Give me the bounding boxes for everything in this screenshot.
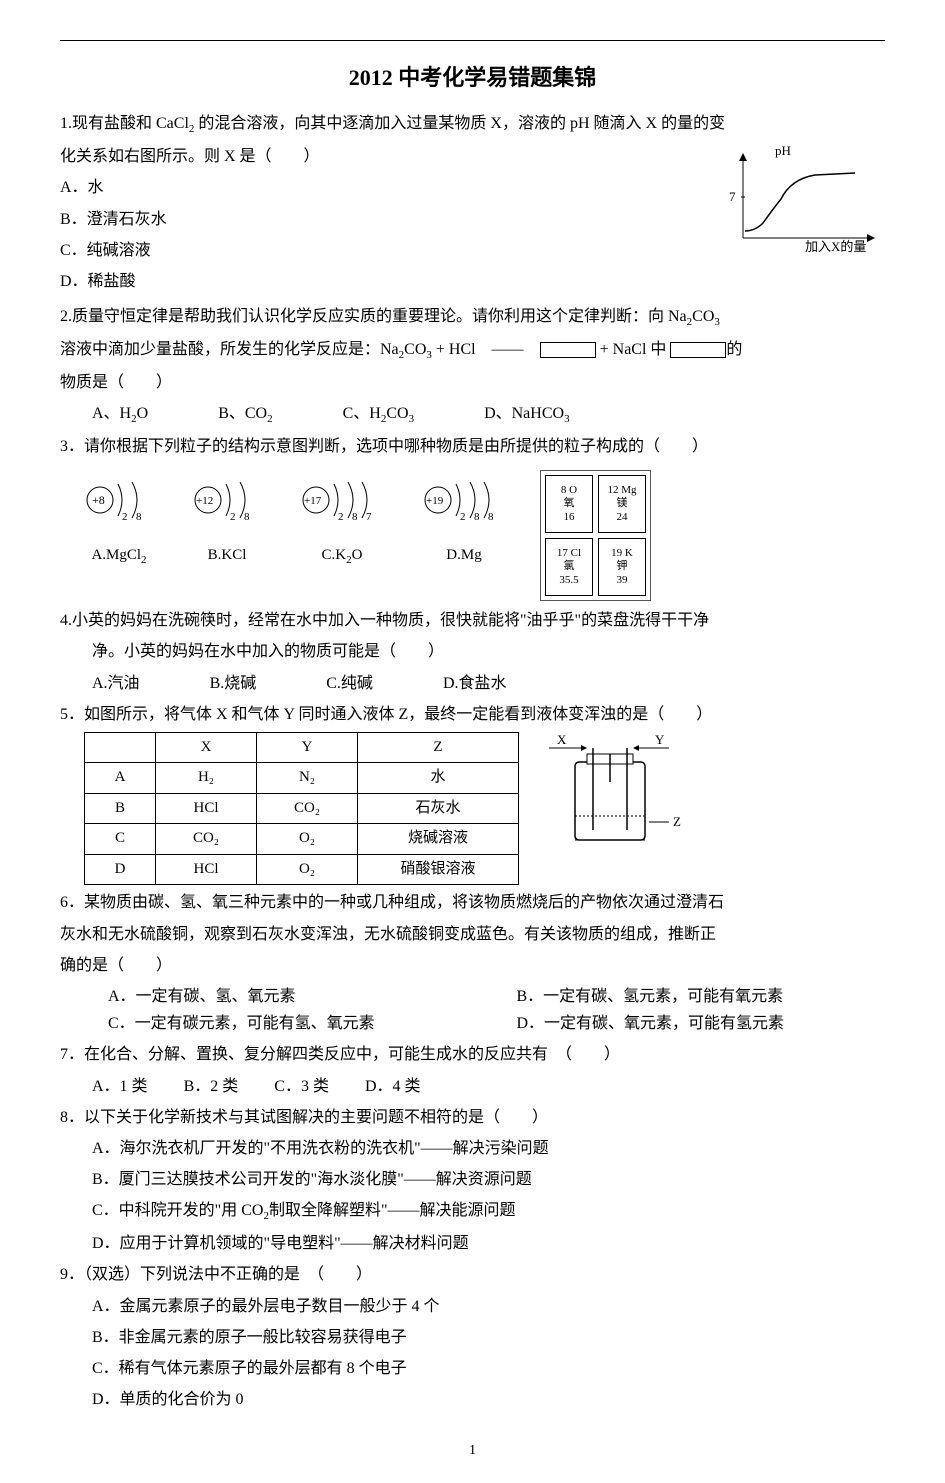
q4-optC: C.纯碱 — [326, 670, 373, 697]
svg-text:+8: +8 — [92, 493, 105, 507]
q2-optA: A、H — [92, 405, 131, 422]
q9-optD: D．单质的化合价为 0 — [60, 1386, 885, 1413]
svg-text:+19: +19 — [426, 495, 444, 507]
q4-optA: A.汽油 — [92, 670, 140, 697]
q2-optD: D、NaHCO — [484, 405, 564, 422]
atom-1: +8 2 8 A.MgCl2 — [80, 470, 158, 570]
svg-text:8: 8 — [244, 511, 250, 523]
svg-text:2: 2 — [338, 511, 344, 523]
q2-optC: C、H — [343, 405, 381, 422]
q6-optD: D．一定有碳、氧元素，可能有氢元素 — [517, 1010, 886, 1037]
q8-optC: C．中科院开发的"用 CO2制取全降解塑料"——解决能源问题 — [60, 1197, 885, 1226]
q1-stem: 1.现有盐酸和 CaCl2 的混合溶液，向其中逐滴加入过量某物质 X，溶液的 p… — [60, 110, 885, 139]
q8-optB: B．厦门三达膜技术公司开发的"海水淡化膜"——解决资源问题 — [60, 1166, 885, 1193]
graph-ylabel: pH — [775, 143, 791, 158]
q1-stem-a: 1.现有盐酸和 CaCl — [60, 115, 189, 132]
blank-box-1 — [540, 342, 596, 358]
q4-optB: B.烧碱 — [210, 670, 257, 697]
q5-table: X Y Z AH₂N₂水 BHClCO₂石灰水 CCO₂O₂烧碱溶液 DHClO… — [84, 732, 519, 886]
svg-text:+12: +12 — [196, 495, 213, 507]
atom-4: +19 2 8 8 D.Mg — [418, 470, 510, 569]
q8-optA: A．海尔洗衣机厂开发的"不用洗衣粉的洗衣机"——解决污染问题 — [60, 1135, 885, 1162]
q1-stem-b: 的混合溶液，向其中逐滴加入过量某物质 X，溶液的 pH 随滴入 X 的量的变 — [198, 115, 725, 132]
graph-yline: 7 — [729, 189, 736, 204]
q2-l1b: CO — [692, 308, 714, 325]
q1-optD: D．稀盐酸 — [60, 268, 885, 295]
q5-diagram: X Y Z — [537, 732, 687, 862]
q7-stem: 7．在化合、分解、置换、复分解四类反应中，可能生成水的反应共有 （ ） — [60, 1041, 885, 1068]
svg-text:Z: Z — [673, 814, 681, 829]
graph-xlabel: 加入X的量 — [805, 239, 866, 253]
svg-text:X: X — [557, 732, 567, 747]
q4-l1: 4.小英的妈妈在洗碗筷时，经常在水中加入一种物质，很快就能将"油乎乎"的菜盘洗得… — [60, 607, 885, 634]
q9-optA: A．金属元素原子的最外层电子数目一般少于 4 个 — [60, 1293, 885, 1320]
q2-l2d: + NaCl 中 — [600, 341, 667, 358]
q2-l2e: 的 — [726, 341, 742, 358]
svg-text:8: 8 — [474, 511, 480, 523]
svg-text:Y: Y — [655, 732, 665, 747]
q5-stem: 5．如图所示，将气体 X 和气体 Y 同时通入液体 Z，最终一定能看到液体变浑浊… — [60, 701, 885, 728]
svg-text:8: 8 — [136, 511, 142, 523]
page-title: 2012 中考化学易错题集锦 — [60, 59, 885, 96]
q6-l3: 确的是（ ） — [60, 952, 885, 979]
q4-optD: D.食盐水 — [443, 670, 507, 697]
q6-optB: B．一定有碳、氢元素，可能有氧元素 — [517, 983, 886, 1010]
sub-2: 2 — [189, 124, 195, 136]
q8-optD: D．应用于计算机领域的"导电塑料"——解决材料问题 — [60, 1230, 885, 1257]
q2-l1a: 2.质量守恒定律是帮助我们认识化学反应实质的重要理论。请你利用这个定律判断：向 … — [60, 308, 687, 325]
q6-l1: 6．某物质由碳、氢、氧三种元素中的一种或几种组成，将该物质燃烧后的产物依次通过澄… — [60, 889, 885, 916]
q3-stem: 3．请你根据下列粒子的结构示意图判断，选项中哪种物质是由所提供的粒子构成的（ ） — [60, 433, 885, 460]
q2-l2b: CO — [404, 341, 426, 358]
atom-2: +12 2 8 B.KCl — [188, 470, 266, 569]
svg-text:2: 2 — [230, 511, 236, 523]
svg-text:8: 8 — [488, 511, 494, 523]
svg-text:+17: +17 — [304, 495, 322, 507]
q2-optB: B、CO — [218, 405, 267, 422]
q8-stem: 8．以下关于化学新技术与其试图解决的主要问题不相符的是（ ） — [60, 1104, 885, 1131]
q4-l2: 净。小英的妈妈在水中加入的物质可能是（ ） — [60, 638, 885, 665]
svg-text:2: 2 — [122, 511, 128, 523]
q9-optC: C．稀有气体元素原子的最外层都有 8 个电子 — [60, 1355, 885, 1382]
q2-l2a: 溶液中滴加少量盐酸，所发生的化学反应是：Na — [60, 341, 399, 358]
q3-atoms-row: +8 2 8 A.MgCl2 +12 2 8 B.KCl +17 2 8 7 C… — [80, 470, 885, 601]
q9-optB: B．非金属元素的原子一般比较容易获得电子 — [60, 1324, 885, 1351]
q2-l2c: + HCl —— — [432, 341, 540, 358]
svg-text:8: 8 — [352, 511, 358, 523]
atom-3: +17 2 8 7 C.K2O — [296, 470, 388, 570]
q6-opts-2: C．一定有碳元素，可能有氢、氧元素 D．一定有碳、氧元素，可能有氢元素 — [60, 1010, 885, 1037]
svg-text:2: 2 — [460, 511, 466, 523]
q6-opts-1: A．一定有碳、氢、氧元素 B．一定有碳、氢元素，可能有氧元素 — [60, 983, 885, 1010]
q4-options: A.汽油 B.烧碱 C.纯碱 D.食盐水 — [60, 670, 885, 697]
element-cards: 8 O氧16 12 Mg镁24 17 Cl氯35.5 19 K钾39 — [540, 470, 651, 601]
q6-optC: C．一定有碳元素，可能有氢、氧元素 — [108, 1010, 477, 1037]
q9-stem: 9．（双选）下列说法中不正确的是 （ ） — [60, 1261, 885, 1288]
q2-line3: 物质是（ ） — [60, 369, 885, 396]
svg-text:7: 7 — [366, 511, 372, 523]
q6-l2: 灰水和无水硫酸铜，观察到石灰水变浑浊，无水硫酸铜变成蓝色。有关该物质的组成，推断… — [60, 921, 885, 948]
blank-box-2 — [670, 342, 726, 358]
q1-graph: pH 7 加入X的量 — [715, 143, 885, 262]
q7-options: A．1 类 B．2 类 C．3 类 D．4 类 — [60, 1073, 885, 1100]
q2-line1: 2.质量守恒定律是帮助我们认识化学反应实质的重要理论。请你利用这个定律判断：向 … — [60, 303, 885, 332]
q2-line2: 溶液中滴加少量盐酸，所发生的化学反应是：Na2CO3 + HCl —— + Na… — [60, 336, 885, 365]
q6-optA: A．一定有碳、氢、氧元素 — [108, 983, 477, 1010]
page-number: 1 — [60, 1439, 885, 1463]
q2-options: A、H2O B、CO2 C、H2CO3 D、NaHCO3 — [60, 400, 885, 429]
